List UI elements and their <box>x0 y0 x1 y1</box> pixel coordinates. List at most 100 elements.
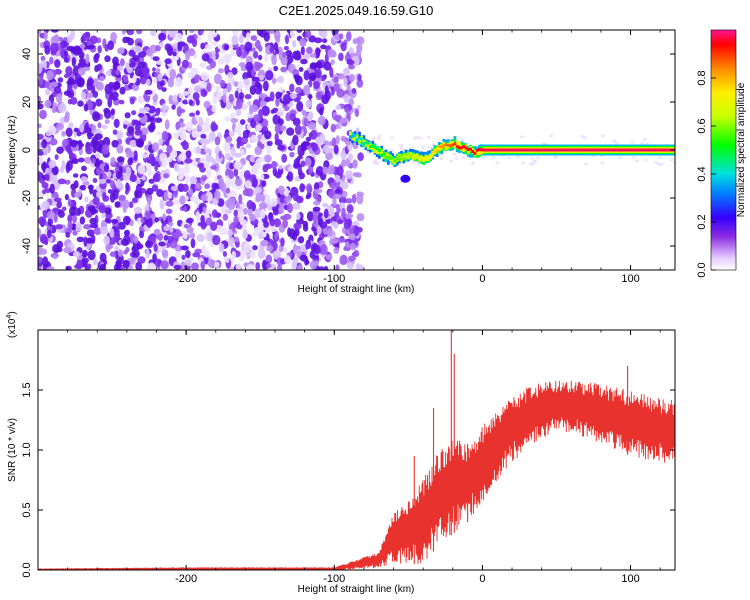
spectrogram-signal-cell <box>353 135 357 141</box>
spectrogram-noise-cell <box>264 96 272 102</box>
spectrogram-signal-cell <box>366 141 370 145</box>
spectrogram-signal-cell <box>453 142 457 146</box>
spectrogram-noise-cell <box>521 161 526 165</box>
spectrogram-noise-cell <box>188 99 193 106</box>
spectrogram-noise-cell <box>166 144 173 154</box>
spectrogram-noise-cell <box>321 38 328 44</box>
spectrogram-signal-cell <box>406 153 410 160</box>
spectrogram-noise-cell <box>171 104 176 110</box>
spectrogram-noise-cell <box>235 184 244 190</box>
spectrogram-signal-cell <box>513 148 517 152</box>
spectrogram-noise-cell <box>67 220 73 231</box>
spectrogram-noise-cell <box>42 256 49 267</box>
spectrogram-noise-cell <box>341 159 347 168</box>
spectrogram-noise-cell <box>269 45 275 54</box>
spectrogram-noise-cell <box>197 162 206 168</box>
spectrogram-noise-cell <box>125 182 130 192</box>
spectrogram-signal-cell <box>369 145 372 149</box>
spectrogram-noise-cell <box>92 177 98 183</box>
spectrogram-noise-cell <box>175 232 183 237</box>
spectrogram-noise-cell <box>189 112 196 117</box>
spectrogram-noise-cell <box>90 234 96 244</box>
spectrogram-signal-cell <box>566 148 570 152</box>
spectrogram-noise-cell <box>233 215 239 225</box>
spectrogram-noise-cell <box>209 60 216 69</box>
spectrogram-noise-cell <box>292 231 298 241</box>
spectrogram-noise-cell <box>124 112 131 119</box>
spectrogram-noise-cell <box>152 67 156 72</box>
spectrogram-noise-cell <box>257 248 266 259</box>
spectrogram-noise-cell <box>235 263 242 270</box>
spectrogram-noise-cell <box>42 189 47 195</box>
spectrogram-noise-cell <box>260 193 265 202</box>
spectrogram-noise-cell <box>154 258 161 268</box>
spectrogram-noise-cell <box>289 151 295 158</box>
spectrogram-noise-cell <box>38 75 43 86</box>
spectrogram-noise-cell <box>315 91 323 101</box>
spectrogram-signal-cell <box>531 148 535 152</box>
spectrogram-noise-cell <box>38 103 44 110</box>
spectrogram-noise-cell <box>224 64 230 75</box>
spectrogram-signal-cell <box>658 148 661 152</box>
spectrogram-noise-cell <box>115 69 120 76</box>
spectrogram-noise-cell <box>153 228 161 236</box>
spectrogram-noise-cell <box>280 56 288 66</box>
spectrogram-noise-cell <box>299 183 305 193</box>
spectrogram-noise-cell <box>283 187 289 197</box>
spectrogram-noise-cell <box>148 125 155 133</box>
spectrogram-noise-cell <box>194 74 200 84</box>
spectrogram-noise-cell <box>133 235 139 244</box>
spectrogram-noise-cell <box>210 165 218 170</box>
spectrogram-signal-cell <box>600 148 604 152</box>
spectrogram-noise-cell <box>300 160 306 167</box>
spectrogram-noise-cell <box>356 36 365 45</box>
spectrogram-noise-cell <box>107 189 113 194</box>
spectrogram-noise-cell <box>308 94 313 100</box>
spectrogram-noise-cell <box>200 261 205 270</box>
spectrogram-noise-cell <box>274 232 279 241</box>
spectrogram-signal-cell <box>604 148 608 152</box>
spectrogram-signal-cell <box>498 148 501 152</box>
spectrogram-noise-cell <box>246 123 252 131</box>
spectrogram-signal-cell <box>351 134 355 138</box>
spectrogram-noise-cell <box>240 64 247 72</box>
spectrogram-noise-cell <box>73 180 79 189</box>
spectrogram-noise-cell <box>454 157 459 161</box>
spectrogram-noise-cell <box>110 108 115 116</box>
spectrogram-noise-cell <box>203 249 210 258</box>
spectrogram-noise-cell <box>377 134 382 138</box>
spectrogram-noise-cell <box>289 93 298 99</box>
spectrogram-noise-cell <box>137 113 145 118</box>
spectrogram-noise-cell <box>295 86 302 94</box>
spectrogram-signal-cell <box>371 144 375 148</box>
spectrogram-noise-cell <box>186 217 194 224</box>
spectrogram-noise-cell <box>107 97 113 108</box>
spectrogram-signal-cell <box>502 148 506 152</box>
spectrogram-noise-cell <box>102 192 107 200</box>
spectrogram-signal-cell <box>395 157 399 161</box>
spectrogram-noise-cell <box>54 59 61 68</box>
spectrogram-noise-cell <box>178 153 187 162</box>
spectrogram-noise-cell <box>278 165 283 170</box>
spectrogram-noise-cell <box>269 198 278 207</box>
spectrogram-noise-cell <box>129 97 135 105</box>
spectrogram-noise-cell <box>322 202 329 208</box>
spectrogram-noise-cell <box>653 160 658 164</box>
spectrogram-signal-cell <box>562 148 566 152</box>
spectrogram-noise-cell <box>169 226 174 233</box>
spectrogram-signal-cell <box>364 141 368 145</box>
spectrogram-noise-cell <box>145 217 153 228</box>
spectrogram-noise-cell <box>137 51 147 58</box>
spectrogram-noise-cell <box>132 54 140 62</box>
spectrogram-noise-cell <box>249 85 257 95</box>
spectrogram-noise-cell <box>239 210 245 222</box>
spectrogram-noise-cell <box>165 200 174 207</box>
spectrogram-noise-cell <box>239 219 248 226</box>
spectrogram-noise-cell <box>348 255 356 262</box>
spectrogram-noise-cell <box>255 262 260 270</box>
spectrogram-noise-cell <box>244 180 252 189</box>
spectrogram-noise-cell <box>158 241 166 247</box>
colorbar-tick-label: 0.8 <box>696 70 708 85</box>
spectrogram-noise-cell <box>92 111 101 122</box>
spectrogram-noise-cell <box>263 80 269 92</box>
